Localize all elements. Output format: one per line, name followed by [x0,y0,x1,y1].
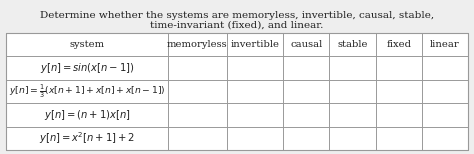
Text: fixed: fixed [386,40,411,49]
Text: $y[n] = \mathit{sin}(x[n-1])$: $y[n] = \mathit{sin}(x[n-1])$ [39,61,134,75]
Text: memoryless: memoryless [167,40,228,49]
Text: invertible: invertible [230,40,280,49]
Text: linear: linear [430,40,460,49]
Text: $y[n] = (n+1)x[n]$: $y[n] = (n+1)x[n]$ [44,108,130,122]
Text: stable: stable [337,40,368,49]
Text: $y[n] = x^2[n+1] + 2$: $y[n] = x^2[n+1] + 2$ [39,130,135,146]
Bar [6,33,468,150]
Text: time-invariant (fixed), and linear.: time-invariant (fixed), and linear. [150,21,324,30]
Text: Determine whether the systems are memoryless, invertible, causal, stable,: Determine whether the systems are memory… [40,11,434,20]
Text: system: system [69,40,104,49]
Text: $y[n] = \frac{1}{3}(x[n+1] + x[n] + x[n-1])$: $y[n] = \frac{1}{3}(x[n+1] + x[n] + x[n-… [9,83,165,100]
Text: causal: causal [290,40,322,49]
